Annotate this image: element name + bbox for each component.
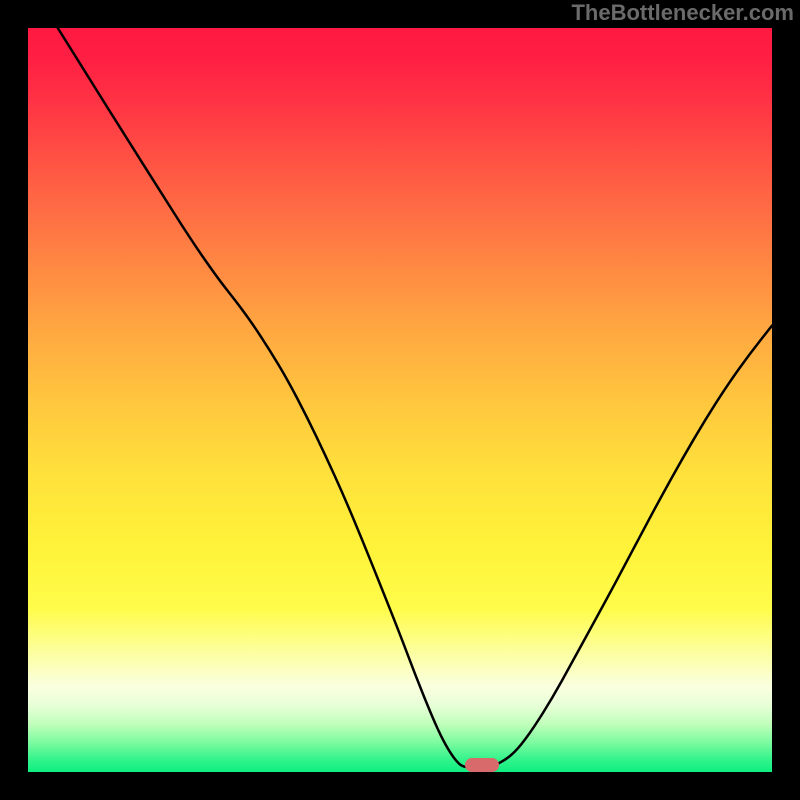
optimal-marker	[465, 758, 499, 772]
bottleneck-chart: TheBottlenecker.com	[0, 0, 800, 800]
watermark-text: TheBottlenecker.com	[571, 0, 794, 26]
background-gradient	[28, 28, 772, 772]
plot-area	[28, 28, 772, 772]
